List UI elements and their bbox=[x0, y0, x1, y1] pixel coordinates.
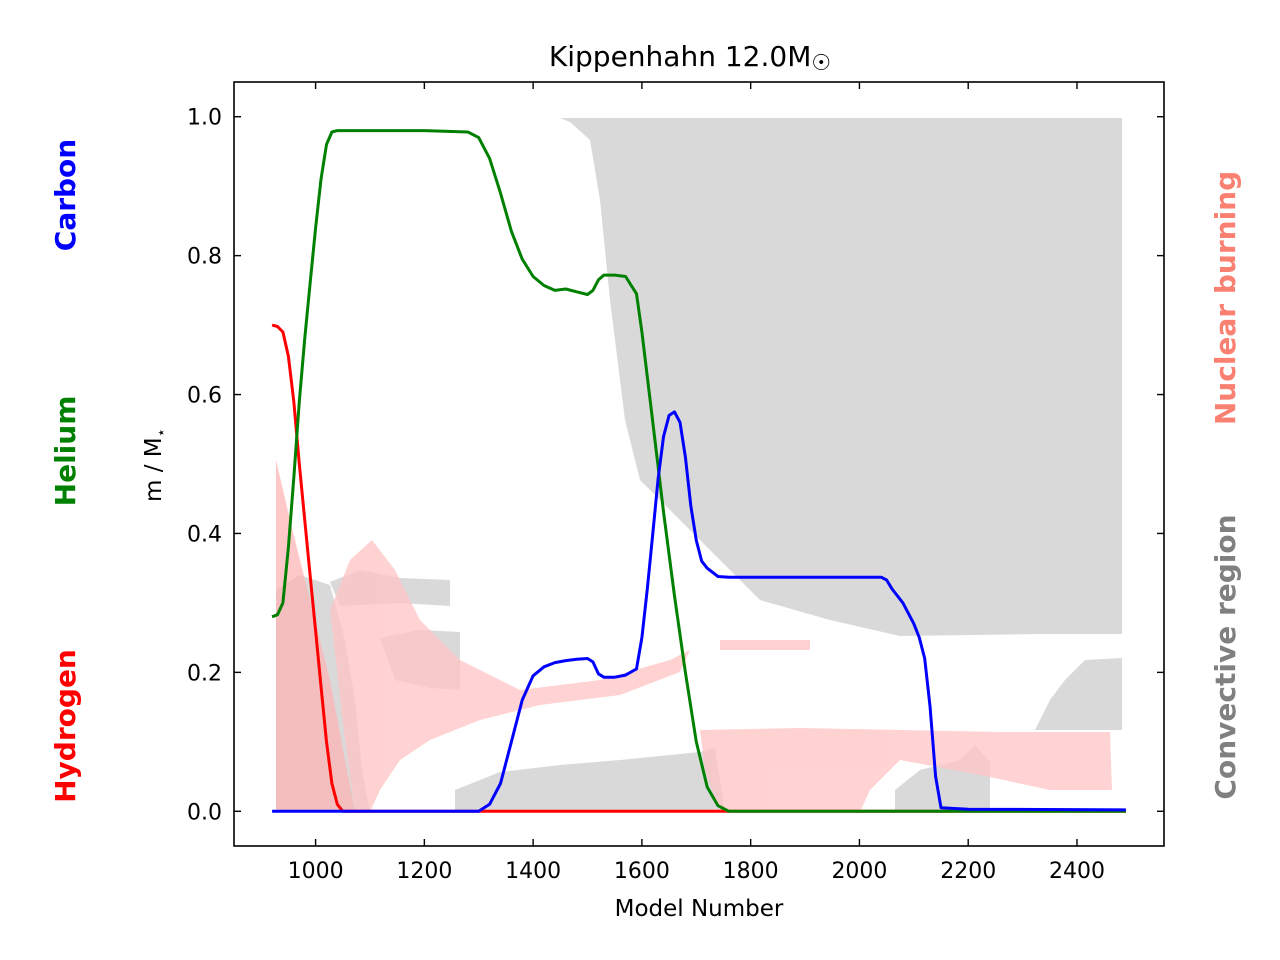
y-tick-label-0: 0.0 bbox=[187, 800, 222, 825]
hydrogen-line bbox=[271, 323, 1126, 813]
plot-area bbox=[271, 118, 1126, 813]
y-axis: 0.0 0.2 0.4 0.6 0.8 1.0 bbox=[187, 106, 1164, 825]
right-label-nuclear-burning: Nuclear burning bbox=[1209, 171, 1242, 425]
chart-title: Kippenhahn 12.0M☉ bbox=[549, 40, 831, 76]
convective-shell-helium bbox=[455, 748, 725, 812]
burning-hydrogen-shell bbox=[330, 540, 690, 812]
burning-regions bbox=[276, 460, 1112, 812]
y-tick-label-4: 0.8 bbox=[187, 245, 222, 270]
helium-line bbox=[271, 129, 1126, 813]
burning-helium-shell bbox=[720, 640, 810, 650]
right-region-labels: Nuclear burning Convective region bbox=[1209, 171, 1242, 800]
y-tick-label-2: 0.4 bbox=[187, 522, 222, 547]
left-label-helium: Helium bbox=[49, 396, 82, 507]
convective-envelope bbox=[560, 118, 1122, 636]
left-label-hydrogen: Hydrogen bbox=[49, 649, 82, 803]
y-axis-title: m / M⋆ bbox=[141, 428, 170, 502]
plot-frame bbox=[233, 81, 1165, 847]
series-lines bbox=[271, 129, 1126, 813]
x-tick-label-2000: 2000 bbox=[831, 859, 887, 884]
y-tick-label-1: 0.2 bbox=[187, 661, 222, 686]
x-tick-label-2400: 2400 bbox=[1049, 859, 1105, 884]
x-tick-label-1200: 1200 bbox=[396, 859, 452, 884]
x-tick-label-2200: 2200 bbox=[940, 859, 996, 884]
x-axis-title: Model Number bbox=[615, 896, 784, 922]
left-species-labels: Carbon Helium Hydrogen bbox=[49, 139, 82, 803]
x-axis: 1000 1200 1400 1600 1800 2000 2200 2400 bbox=[288, 82, 1105, 884]
x-tick-label-1800: 1800 bbox=[723, 859, 779, 884]
y-tick-label-3: 0.6 bbox=[187, 384, 222, 409]
right-label-convective-region: Convective region bbox=[1209, 514, 1242, 799]
y-tick-label-5: 1.0 bbox=[187, 106, 222, 131]
convective-shell-late-outer bbox=[1035, 658, 1122, 730]
x-tick-label-1600: 1600 bbox=[614, 859, 670, 884]
burning-late-shell bbox=[700, 728, 1112, 812]
carbon-line bbox=[272, 410, 1126, 813]
x-tick-label-1400: 1400 bbox=[505, 859, 561, 884]
x-tick-label-1000: 1000 bbox=[288, 859, 344, 884]
left-label-carbon: Carbon bbox=[49, 139, 82, 251]
